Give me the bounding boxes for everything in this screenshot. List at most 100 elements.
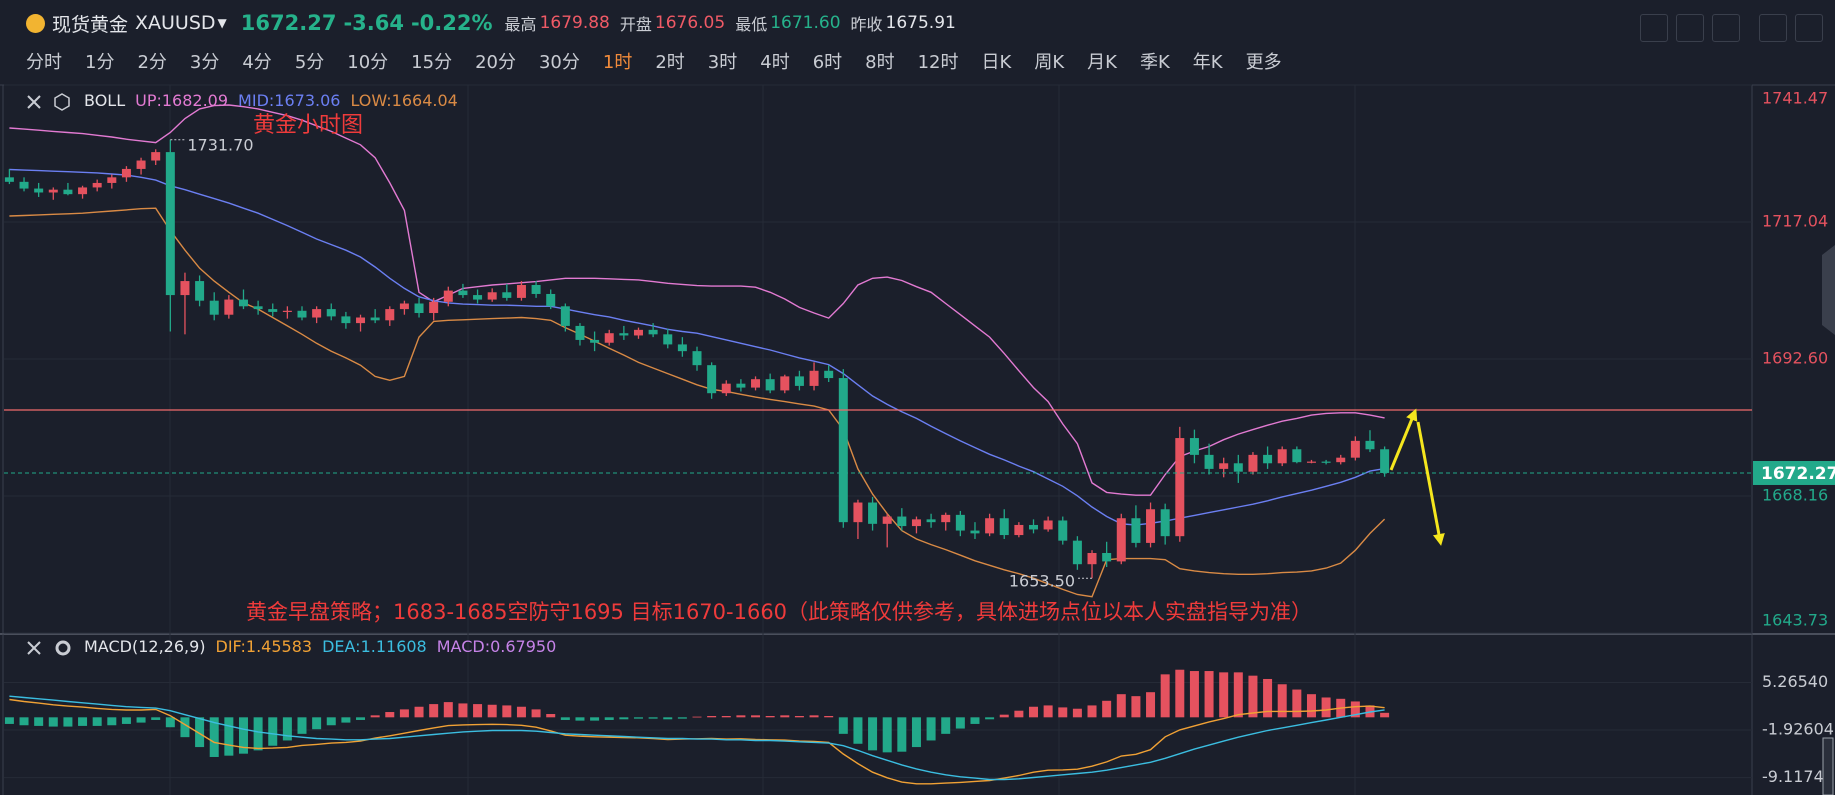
timeframe-option[interactable]: 15分 [411,52,453,73]
candle-body [575,325,585,340]
candle-body [751,379,761,388]
annotation: 黄金早盘策略；1683-1685空防守1695 目标1670-1660（此策略仅… [246,600,1312,624]
candle-body [63,189,73,195]
y-tick-label: 1741.47 [1762,89,1828,108]
indicator-name: BOLL [84,91,126,110]
indicator-settings[interactable] [55,640,71,656]
macd-bar [458,703,468,718]
timeframe-option[interactable]: 1时 [602,52,633,73]
indicator-settings[interactable] [54,93,70,111]
macd-bar [560,717,570,720]
timeframe-option[interactable]: 5分 [294,52,325,73]
legend-entry: DEA:1.11608 [322,637,427,656]
timeframe-option[interactable]: 日K [981,52,1012,73]
timeframe-option[interactable]: 季K [1139,52,1170,73]
symbol-dropdown[interactable]: ▼ [217,16,227,30]
side-panel-tab[interactable] [1822,245,1835,335]
candle-body [19,181,29,189]
macd-bar [268,717,278,746]
macd-bar [1175,669,1185,718]
macd-bar [92,717,102,726]
indicator-name: MACD(12,26,9) [84,637,206,656]
close-indicator[interactable] [27,641,41,655]
candle-body [502,292,512,298]
stat-label: 开盘 [619,15,652,34]
shrink-button[interactable] [1759,14,1787,42]
timeframe-option[interactable]: 10分 [347,52,389,73]
macd-bar [19,717,29,726]
close-indicator[interactable] [27,95,41,109]
macd-bar [780,715,790,718]
candle-body [1277,449,1287,464]
y-tick-label: 5.26540 [1762,672,1828,691]
macd-bar [78,717,88,726]
candle-body [1102,552,1112,562]
macd-bar [63,717,73,727]
candle-body [1072,540,1082,565]
candle-body [282,310,292,312]
close-button[interactable] [1795,14,1823,42]
candle-body [297,310,307,318]
timeframe-option[interactable]: 30分 [538,52,580,73]
macd-bar [312,717,322,730]
timeframe-option[interactable]: 2分 [137,52,167,73]
candle-body [399,303,409,310]
plot-area: 1643.73 1668.16 1692.60 1717.04 1741.47 1731.… [4,84,1835,786]
timeframe-option[interactable]: 3分 [189,52,220,73]
timeframe-option[interactable]: 8时 [865,52,895,73]
macd-bar [692,716,702,718]
timeframe-option[interactable]: 周K [1034,52,1065,73]
macd-bar [985,717,995,720]
candle-body [619,333,629,336]
timeframe-option[interactable]: 4时 [760,52,790,73]
macd-bar [209,717,219,757]
macd-bar [824,715,834,718]
timeframe-option[interactable]: 月K [1087,52,1117,73]
candle-body [107,177,117,183]
price-change-pct: -0.22% [410,11,493,35]
candle-body [356,317,366,324]
timeframe-option[interactable]: 6时 [812,52,843,73]
y-tick-label: -1.92604 [1762,720,1834,739]
window-buttons [1759,14,1823,42]
macd-bar [1277,684,1287,718]
macd-bar [721,715,731,718]
timeframe-option[interactable]: 年K [1192,52,1223,73]
candle-body [736,383,746,388]
macd-bar [238,717,248,754]
timeframe-option[interactable]: 12时 [917,52,959,73]
timeframe-option[interactable]: 1分 [85,52,115,73]
macd-bar [1248,675,1258,718]
legend-entry: UP:1682.09 [135,91,229,110]
current-price-label: 1672.27 [1761,464,1835,484]
timeframe-option[interactable]: 3时 [707,52,738,73]
macd-bar [1350,701,1360,718]
gold-icon [26,13,45,33]
macd-bar [999,714,1009,718]
settings-button[interactable] [1712,14,1740,42]
stat-value: 1671.60 [770,13,841,33]
indicator-button[interactable] [1640,14,1668,42]
candle-body [1116,518,1126,562]
candle-body [882,516,892,524]
draw-button[interactable] [1676,14,1704,42]
candle-body [531,284,541,294]
candle-body [165,152,175,296]
timeframe-option[interactable]: 20分 [475,52,516,73]
timeframe-option[interactable]: 更多 [1245,52,1282,73]
candle-body [1263,454,1273,464]
scroll-handle[interactable] [1822,737,1834,795]
candle-body [516,284,526,298]
symbol[interactable]: XAUUSD [135,12,216,34]
macd-bar [195,717,205,748]
symbol-name: 现货黄金 [52,13,129,36]
candle-body [707,365,717,394]
macd-bar [765,715,775,718]
macd-bar [341,717,351,723]
candle-body [136,160,146,169]
timeframe-option[interactable]: 4分 [242,52,272,73]
timeframe-option[interactable]: 2时 [655,52,685,73]
low-label: 1653.50 [1009,572,1075,591]
timeframe-option[interactable]: 分时 [26,52,62,73]
